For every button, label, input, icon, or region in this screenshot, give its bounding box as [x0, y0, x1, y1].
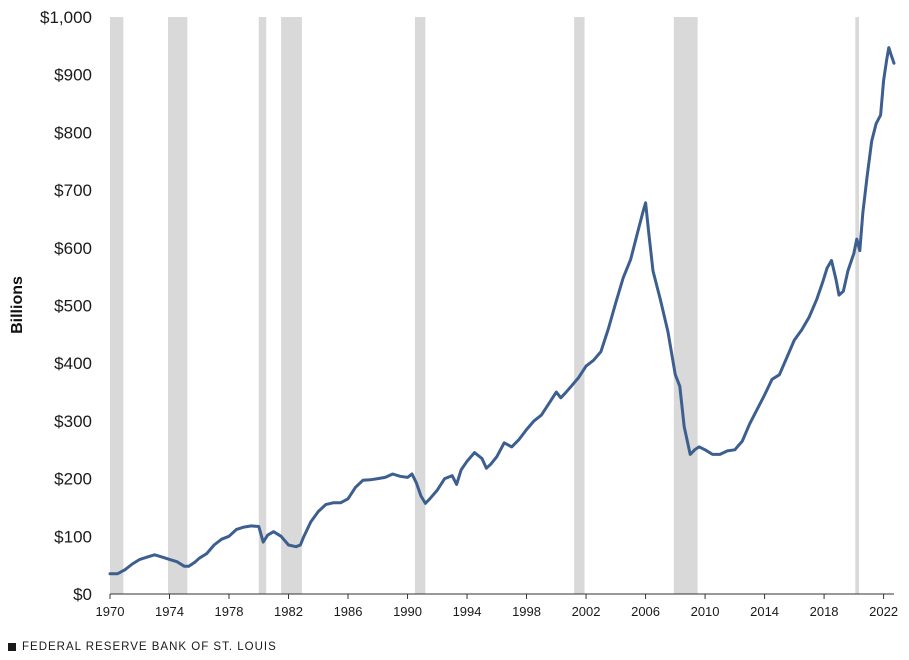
y-tick-label: $700 [54, 181, 92, 200]
x-tick-labels: 1970 1974 1978 1982 1986 1990 1994 1998 2002 2006… [96, 604, 899, 619]
line-chart: $0 $100 $200 $300 $400 $500 $600 $700 $800 $900 $1… [9, 8, 899, 619]
y-tick-label: $400 [54, 354, 92, 373]
recession-band-0 [110, 17, 124, 594]
x-tick-label: 1994 [453, 604, 482, 619]
y-axis-title: Billions [9, 276, 26, 334]
recession-band-3 [281, 17, 302, 594]
x-tick-label: 1974 [155, 604, 184, 619]
recession-band-4 [414, 17, 426, 594]
x-tick-label: 1982 [274, 604, 303, 619]
y-tick-label: $300 [54, 412, 92, 431]
y-tick-label: $600 [54, 239, 92, 258]
x-tick-label: 1978 [215, 604, 244, 619]
series-lines [108, 46, 896, 576]
footer-source-text: FEDERAL RESERVE BANK OF ST. LOUIS [22, 641, 277, 653]
y-tick-labels: $0 $100 $200 $300 $400 $500 $600 $700 $800 $900 $1… [40, 8, 92, 604]
recession-band-1 [168, 17, 188, 594]
x-tick-label: 2002 [572, 604, 601, 619]
x-tick-label: 2014 [750, 604, 779, 619]
x-tick-label: 1990 [393, 604, 422, 619]
x-tick-label: 2022 [869, 604, 898, 619]
footer: FEDERAL RESERVE BANK OF ST. LOUIS [8, 641, 277, 653]
x-tick-label: 1998 [512, 604, 541, 619]
y-tick-label: $200 [54, 470, 92, 489]
x-tick-label: 2006 [631, 604, 660, 619]
x-tick-label: 1970 [96, 604, 125, 619]
x-tick-label: 2010 [691, 604, 720, 619]
y-tick-label: $100 [54, 527, 92, 546]
recession-band-5 [574, 17, 585, 594]
y-tick-label: $500 [54, 297, 92, 316]
y-tick-label: $0 [73, 585, 92, 604]
series-line-0 [108, 46, 896, 576]
x-tick-label: 2018 [810, 604, 839, 619]
recession-bands [110, 17, 860, 594]
chart-axes [109, 593, 894, 599]
y-tick-label: $1,000 [40, 8, 92, 27]
recession-band-6 [673, 17, 698, 594]
x-tick-label: 1986 [334, 604, 363, 619]
recession-band-2 [258, 17, 267, 594]
recession-band-7 [855, 17, 860, 594]
y-tick-label: $900 [54, 66, 92, 85]
square-icon [8, 643, 16, 651]
y-tick-label: $800 [54, 123, 92, 142]
